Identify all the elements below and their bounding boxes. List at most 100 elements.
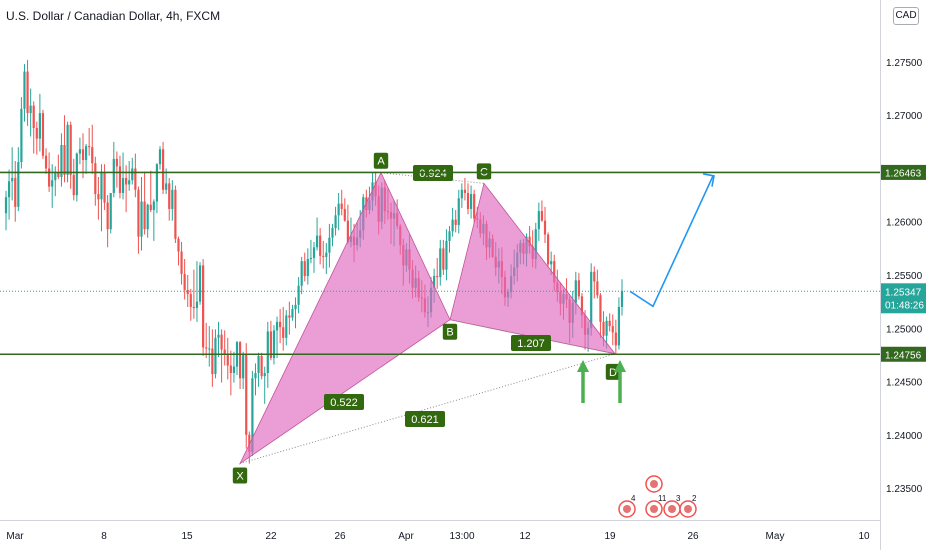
candle-body (343, 208, 346, 221)
candle-body (346, 220, 349, 242)
candle-body (537, 211, 540, 230)
lower-level-badge: 1.24756 (885, 350, 922, 361)
candle-body (94, 163, 97, 195)
candle-body (106, 202, 109, 230)
candle-body (140, 201, 143, 237)
flag-icon (684, 505, 692, 513)
candle-body (303, 261, 306, 277)
flag-icon (650, 505, 658, 513)
price-tick-label: 1.24000 (886, 431, 923, 442)
candle-body (183, 273, 186, 290)
candle-body (546, 234, 550, 265)
candle-body (294, 304, 297, 310)
candle-body (4, 197, 8, 214)
pattern-ratio-label-bg (405, 411, 445, 427)
candle-body (88, 146, 91, 148)
candle-body (78, 149, 82, 154)
pattern-point-b-bg (442, 323, 458, 340)
candle-body (466, 192, 470, 209)
candle-body (84, 146, 88, 160)
candle-body (174, 189, 177, 239)
candle-body (469, 194, 473, 209)
candle-body (69, 124, 72, 175)
projection-arrow-head (702, 173, 715, 187)
flag-icon (650, 480, 658, 488)
candle-body (149, 204, 152, 211)
countdown-badge: 01:48:26 (885, 300, 924, 311)
candle-body (254, 373, 257, 379)
candle-body (223, 349, 226, 354)
candle-body (131, 168, 134, 181)
candle-body (48, 168, 51, 187)
calendar-event-count: 3 (676, 494, 681, 503)
candle-body (550, 261, 553, 265)
candle-body (158, 149, 162, 165)
candle-body (214, 337, 217, 375)
candle-body (331, 228, 334, 238)
candle-body (198, 265, 202, 302)
candle-body (602, 321, 605, 336)
current-price-badge-bg (881, 283, 926, 314)
candle-body (41, 113, 45, 156)
candle-body (97, 194, 100, 200)
calendar-event-count: 4 (631, 494, 636, 503)
candle-body (473, 194, 476, 219)
candle-body (161, 149, 165, 190)
flag-icon (668, 505, 676, 513)
candle-body (125, 178, 128, 185)
candle-body (11, 178, 14, 182)
candle-body (300, 261, 303, 286)
candle-body (322, 255, 325, 257)
candle-body (596, 281, 599, 296)
candle-body (66, 124, 69, 175)
candle-body (248, 434, 251, 452)
candle-body (23, 71, 26, 109)
buy-arrow-head (577, 360, 589, 372)
pattern-point-x: X (236, 471, 244, 483)
candle-body (245, 354, 248, 435)
price-tick-label: 1.23500 (886, 484, 923, 495)
candle-body (186, 289, 189, 295)
candle-body (238, 342, 242, 379)
candle-body (118, 166, 122, 193)
candle-body (112, 158, 115, 193)
candle-body (165, 183, 168, 190)
pattern-point-x-bg (232, 467, 248, 484)
candle-body (433, 276, 436, 288)
candle-body (35, 128, 38, 139)
candle-body (275, 321, 279, 331)
candle-body (436, 276, 439, 278)
candle-body (269, 331, 272, 359)
time-tick-label: 10 (858, 531, 870, 542)
time-tick-label: 8 (101, 531, 107, 542)
candle-body (189, 294, 192, 307)
grid (0, 0, 881, 550)
chart-title: U.S. Dollar / Canadian Dollar, 4h, FXCM (6, 9, 221, 23)
candle-body (128, 180, 131, 185)
candle-body (288, 315, 291, 318)
pattern-ratio-label: 0.621 (411, 414, 439, 426)
time-tick-label: 22 (265, 531, 277, 542)
candle-body (146, 204, 149, 230)
candle-body (454, 219, 457, 225)
candle-body (44, 155, 48, 169)
candle-body (439, 248, 442, 278)
time-tick-label: 26 (687, 531, 699, 542)
currency-button[interactable]: CAD (893, 7, 919, 25)
candle-body (251, 378, 254, 452)
time-tick-label: May (766, 531, 785, 542)
candle-body (279, 321, 282, 328)
pattern-xab-triangle (238, 171, 451, 465)
candle-body (91, 147, 94, 164)
candle-body (543, 220, 547, 235)
candle-body (115, 158, 118, 167)
arrows (577, 173, 715, 403)
upper-level-badge-bg (881, 164, 926, 180)
candle-body (205, 347, 208, 349)
candle-body (137, 189, 140, 237)
candle-body (312, 247, 316, 258)
candle-body (282, 327, 285, 338)
candle-body (272, 330, 276, 359)
candle-body (220, 334, 223, 350)
